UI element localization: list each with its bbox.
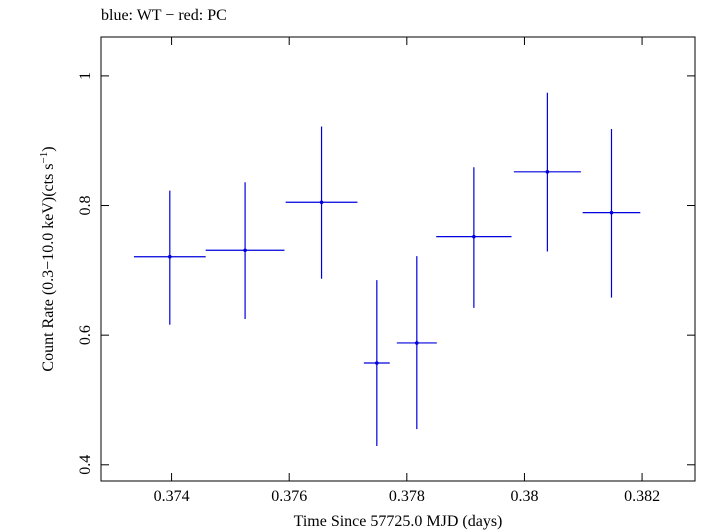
x-tick-label-3: 0.38	[510, 488, 538, 505]
data-series	[133, 92, 641, 446]
y-axis-label: Count Rate (0.3−10.0 keV)(cts s−1)	[38, 146, 57, 371]
data-point-0-2	[285, 126, 358, 279]
y-tick-label-3: 1	[77, 72, 94, 80]
data-marker	[168, 254, 172, 259]
y-axis-label-main: Count Rate (0.3−10.0 keV)(cts s	[40, 163, 57, 371]
data-point-0-6	[513, 92, 581, 252]
y-tick-label-0: 0.4	[77, 455, 94, 475]
chart-title: blue: WT − red: PC	[101, 7, 227, 24]
data-marker	[609, 210, 614, 215]
y-tick-label-1: 0.6	[77, 325, 94, 345]
data-point-0-7	[582, 129, 641, 298]
data-point-0-5	[436, 167, 512, 308]
data-marker	[375, 361, 379, 365]
plot-frame	[100, 36, 696, 482]
data-marker	[472, 234, 476, 239]
x-tick-label-4: 0.382	[624, 488, 660, 505]
y-axis-label-exponent: −1	[38, 152, 50, 164]
data-marker	[319, 200, 324, 205]
y-axis-label-close: )	[40, 146, 57, 151]
data-point-0-3	[363, 280, 390, 446]
data-point-0-1	[205, 182, 285, 319]
data-point-0-4	[396, 256, 437, 430]
data-marker	[545, 170, 550, 174]
data-marker	[243, 248, 247, 253]
x-tick-label-2: 0.378	[389, 488, 425, 505]
x-tick-label-1: 0.376	[271, 488, 307, 505]
data-point-0-0	[133, 190, 206, 325]
x-tick-label-0: 0.374	[154, 488, 190, 505]
y-tick-label-2: 0.8	[77, 196, 94, 216]
data-marker	[415, 341, 419, 345]
x-axis-label: Time Since 57725.0 MJD (days)	[294, 513, 503, 530]
axes: 0.374 0.376 0.378 0.38 0.382 0.4 0.6 0.8 1	[77, 37, 695, 505]
